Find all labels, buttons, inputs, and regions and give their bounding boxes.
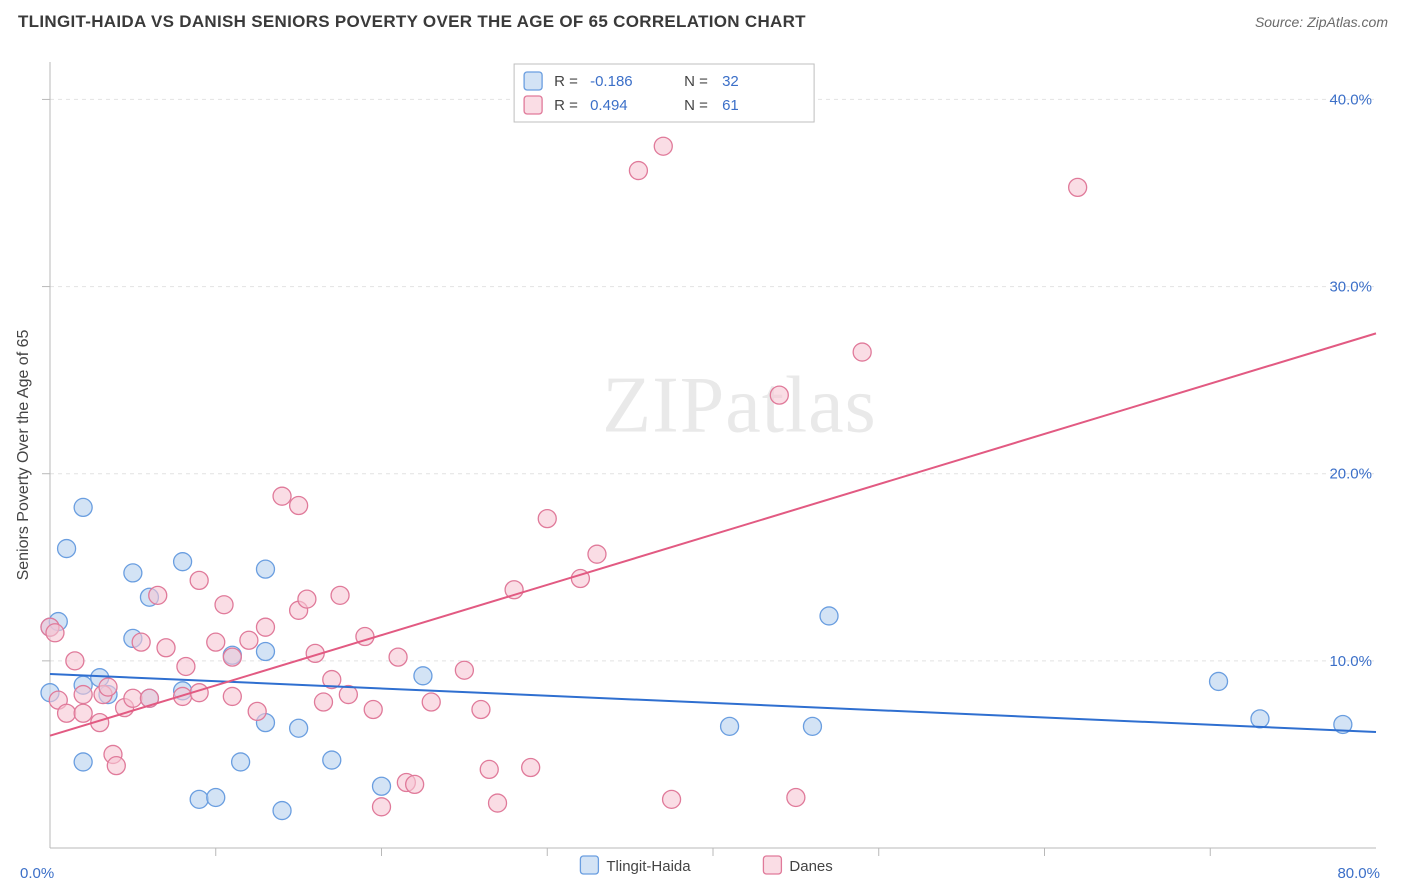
danes-point <box>240 631 258 649</box>
tlingit-point <box>373 777 391 795</box>
tlingit-point <box>190 790 208 808</box>
chart-title: TLINGIT-HAIDA VS DANISH SENIORS POVERTY … <box>18 12 1255 32</box>
tlingit-point <box>207 788 225 806</box>
corr-r-value: 0.494 <box>590 97 628 114</box>
tlingit-point <box>1210 672 1228 690</box>
danes-point <box>248 702 266 720</box>
corr-n-value: 32 <box>722 73 739 90</box>
y-tick-label: 20.0% <box>1329 466 1372 483</box>
chart-area: ZIPatlas 10.0% 20.0% 30.0% 40.0% 0.0% 80.0% Sen… <box>0 44 1406 892</box>
danes-point <box>364 701 382 719</box>
danes-point <box>588 545 606 563</box>
danes-point <box>273 487 291 505</box>
danes-point <box>489 794 507 812</box>
tlingit-point <box>414 667 432 685</box>
danes-point <box>177 657 195 675</box>
danes-point <box>223 687 241 705</box>
danes-point <box>124 689 142 707</box>
danes-point <box>538 510 556 528</box>
legend-swatch-tlingit <box>580 856 598 874</box>
scatter-chart: ZIPatlas 10.0% 20.0% 30.0% 40.0% 0.0% 80.0% Sen… <box>0 44 1406 892</box>
danes-point <box>480 760 498 778</box>
danes-point <box>290 497 308 515</box>
danes-point <box>215 596 233 614</box>
corr-n-label: N = <box>684 73 708 90</box>
danes-point <box>455 661 473 679</box>
tlingit-point <box>124 564 142 582</box>
danes-point <box>58 704 76 722</box>
danes-point <box>132 633 150 651</box>
danes-point <box>74 704 92 722</box>
tlingit-point <box>74 753 92 771</box>
legend-label-tlingit: Tlingit-Haida <box>606 858 691 875</box>
danes-point <box>770 386 788 404</box>
tlingit-point <box>1251 710 1269 728</box>
tlingit-point <box>721 717 739 735</box>
watermark: ZIPatlas <box>602 361 877 449</box>
danes-point <box>46 624 64 642</box>
corr-r-value: -0.186 <box>590 73 633 90</box>
x-tick-label: 0.0% <box>20 865 54 882</box>
corr-n-label: N = <box>684 97 708 114</box>
danes-point <box>207 633 225 651</box>
y-axis-title: Seniors Poverty Over the Age of 65 <box>15 330 32 581</box>
tlingit-point <box>74 498 92 516</box>
danes-point <box>157 639 175 657</box>
y-tick-label: 30.0% <box>1329 279 1372 296</box>
danes-point <box>223 648 241 666</box>
tlingit-point <box>323 751 341 769</box>
danes-point <box>389 648 407 666</box>
danes-point <box>74 686 92 704</box>
y-tick-label: 40.0% <box>1329 91 1372 108</box>
danes-point <box>107 757 125 775</box>
danes-point <box>522 759 540 777</box>
danes-point <box>314 693 332 711</box>
danes-point <box>406 775 424 793</box>
tlingit-point <box>256 643 274 661</box>
danes-point <box>663 790 681 808</box>
tlingit-point <box>232 753 250 771</box>
danes-point <box>422 693 440 711</box>
corr-swatch-tlingit <box>524 72 542 90</box>
danes-point <box>331 586 349 604</box>
danes-point <box>472 701 490 719</box>
danes-point <box>256 618 274 636</box>
danes-point <box>99 678 117 696</box>
danes-point <box>373 798 391 816</box>
danes-point <box>66 652 84 670</box>
chart-source: Source: ZipAtlas.com <box>1255 14 1388 30</box>
legend-label-danes: Danes <box>789 858 832 875</box>
tlingit-point <box>803 717 821 735</box>
tlingit-point <box>174 553 192 571</box>
danes-point <box>298 590 316 608</box>
y-tick-label: 10.0% <box>1329 653 1372 670</box>
tlingit-point <box>820 607 838 625</box>
danes-point <box>654 137 672 155</box>
corr-r-label: R = <box>554 73 578 90</box>
tlingit-point <box>273 802 291 820</box>
corr-n-value: 61 <box>722 97 739 114</box>
legend-swatch-danes <box>763 856 781 874</box>
danes-point <box>629 162 647 180</box>
danes-point <box>853 343 871 361</box>
tlingit-point <box>290 719 308 737</box>
danes-point <box>1069 178 1087 196</box>
corr-r-label: R = <box>554 97 578 114</box>
danes-point <box>190 571 208 589</box>
chart-header: TLINGIT-HAIDA VS DANISH SENIORS POVERTY … <box>0 0 1406 45</box>
x-tick-label: 80.0% <box>1337 865 1380 882</box>
danes-point <box>787 788 805 806</box>
corr-swatch-danes <box>524 96 542 114</box>
tlingit-point <box>58 540 76 558</box>
danes-point <box>149 586 167 604</box>
tlingit-point <box>256 560 274 578</box>
